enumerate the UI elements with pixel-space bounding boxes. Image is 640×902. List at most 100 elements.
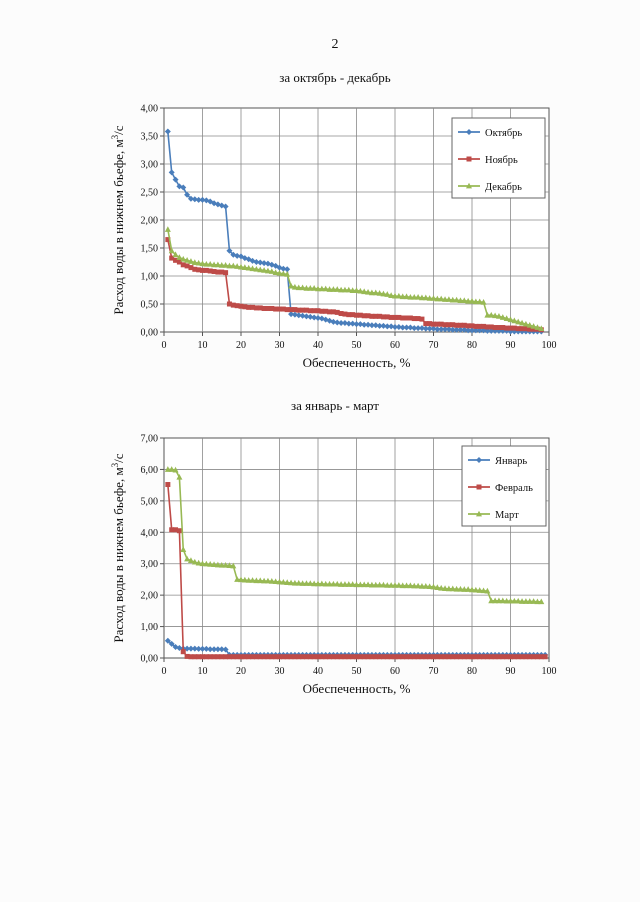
chart-1-series-2-point: [461, 322, 467, 328]
chart-2-series-3-point: [445, 585, 452, 592]
chart-1-series-2-point: [327, 309, 333, 315]
chart-2-series-3-point: [457, 585, 464, 592]
chart-2-series-3-point: [207, 561, 214, 567]
chart-2-series-2-point: [415, 654, 421, 660]
chart-2-series-3-point: [334, 580, 341, 587]
chart-2-series-1-point: [222, 646, 229, 653]
chart-1-series-3-point: [341, 286, 348, 293]
chart-2-series-2-point: [184, 653, 190, 659]
chart-1-series-2-point: [423, 321, 429, 327]
chart-1-series-3-point: [384, 291, 391, 297]
chart-1-series-3-point: [357, 287, 364, 294]
chart-2-series-2-point: [469, 654, 475, 660]
chart-1-series-2-point: [211, 269, 217, 275]
chart-1-series-1-point: [187, 195, 194, 202]
chart-1-series-3-point: [307, 285, 314, 291]
chart-1-series-3-point: [272, 269, 279, 276]
chart-1-series-2-point: [165, 237, 171, 243]
chart-1-series-3-point: [238, 263, 244, 270]
chart-1-legend-label-3: Декабрь: [485, 182, 522, 193]
chart-2-series-3-point: [519, 598, 526, 604]
chart-1-series-3-point: [199, 260, 206, 267]
chart-2-series-2-point: [404, 654, 410, 660]
chart-1-series-2-point: [527, 326, 533, 332]
chart-1-series-1-point: [257, 259, 264, 266]
chart-2-series-3-point: [261, 577, 268, 584]
chart-1-series-3-point: [176, 254, 183, 260]
chart-2: 0 10 20 30 40 50 60 70 80 90 100 0,00 1,00 2,00 3,00 4,…: [110, 434, 557, 697]
chart-2-series-2-point: [504, 654, 510, 660]
chart-2-series-2-point: [519, 654, 525, 660]
chart-2-series-3-point: [522, 598, 529, 604]
chart-1-series-1-point: [164, 128, 171, 135]
chart-2-series-2-point: [508, 654, 513, 660]
chart-2-x-tick-label: 0: [162, 666, 167, 677]
chart-2-series-3-point: [372, 581, 379, 588]
chart-1-series-1-point: [453, 326, 460, 333]
chart-1-series-3-point: [461, 297, 468, 304]
chart-1-series-3-point: [442, 296, 449, 302]
chart-1-series-1-point: [184, 191, 191, 198]
chart-1-series-2-point: [253, 305, 259, 311]
chart-2-series-3-point: [338, 581, 345, 587]
chart-2-series-2-point: [457, 654, 463, 660]
chart-1-series-1-point: [465, 327, 472, 334]
chart-1-y-tick-label: 0,50: [141, 300, 159, 311]
chart-2-series-2-point: [427, 654, 433, 660]
chart-1-series-1-point: [407, 324, 414, 331]
chart-1-series-3-point: [422, 294, 429, 301]
chart-2-series-2-point: [200, 654, 205, 660]
chart-1-series-1-point: [341, 320, 348, 327]
chart-1-series-3-point: [349, 287, 356, 293]
chart-1-series-3-point: [268, 268, 275, 274]
chart-2-series-3-point: [249, 577, 256, 583]
chart-2-series-3-point: [184, 555, 191, 562]
chart-2-series-3-point: [280, 578, 287, 585]
chart-1-series-2-point: [515, 326, 521, 332]
chart-1-series-2-point: [484, 324, 490, 330]
chart-2-series-3-point: [384, 582, 391, 588]
chart-2-y-tick-label: 2,00: [141, 591, 159, 602]
chart-1-series-1-point: [303, 313, 310, 320]
chart-2-series-2-point: [384, 654, 390, 660]
chart-2-title: за январь - март: [290, 398, 379, 413]
chart-1-series-2-point: [411, 316, 417, 322]
chart-2-series-2-point: [207, 654, 213, 660]
chart-2-series-2-point: [496, 654, 502, 660]
chart-1-series-2-point: [442, 322, 448, 328]
chart-1-series-3-point: [519, 319, 526, 326]
chart-1-series-1-point: [403, 324, 410, 331]
chart-1-series-3-point: [426, 295, 433, 301]
chart-2-series-2-point: [261, 654, 267, 660]
chart-2-series-3-point: [426, 583, 433, 590]
chart-2-series-2-point: [500, 654, 506, 660]
chart-1-series-3-point: [245, 264, 252, 271]
chart-2-series-3-point: [168, 466, 175, 472]
chart-1-series-3-point: [534, 324, 541, 330]
chart-1-series-2-point: [315, 308, 321, 314]
chart-2-legend-marker: [476, 510, 482, 517]
chart-1-series-3-point: [392, 292, 398, 299]
chart-1-series-2-point: [238, 303, 244, 309]
chart-2-x-tick-label: 90: [506, 666, 516, 677]
chart-2-series-3-point: [291, 579, 298, 586]
chart-1-series-1-point: [222, 203, 229, 210]
chart-1-y-tick-label: 2,50: [141, 188, 159, 199]
chart-1-series-2-point: [338, 311, 344, 317]
chart-1-series-2-point: [438, 321, 444, 327]
chart-1-y-tick-label: 4,00: [141, 104, 159, 115]
chart-1-series-3-point: [453, 296, 460, 303]
chart-1-series-3-point: [291, 283, 298, 290]
chart-2-series-3-point: [353, 581, 360, 588]
chart-1-series-1-point: [180, 184, 187, 191]
chart-2-series-2-point: [407, 654, 413, 660]
chart-1-series-1-point: [411, 325, 418, 332]
chart-1-series-3-point: [261, 267, 268, 273]
chart-1-series-2-point: [504, 325, 510, 331]
chart-2-series-2-point: [400, 654, 406, 660]
chart-2-series-3-point: [365, 581, 372, 588]
chart-2-series-2-point: [330, 654, 336, 660]
chart-1-series-3-point: [264, 267, 271, 274]
chart-1-legend-marker: [466, 129, 472, 135]
